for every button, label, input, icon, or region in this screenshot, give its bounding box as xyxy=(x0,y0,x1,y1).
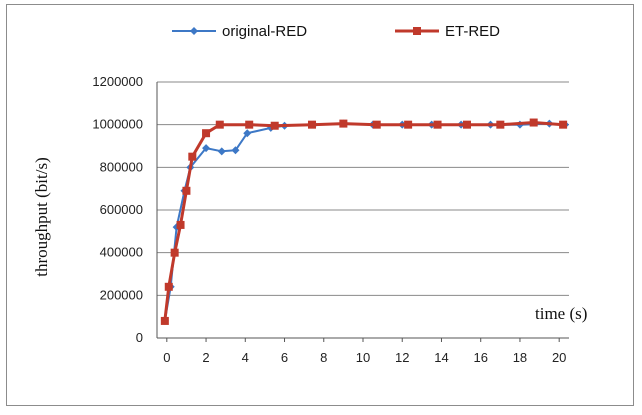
x-tick-label: 18 xyxy=(513,350,527,365)
data-point xyxy=(217,147,226,156)
y-tick-label: 400000 xyxy=(100,245,143,260)
data-point xyxy=(202,129,211,138)
data-point xyxy=(404,120,413,129)
x-tick-label: 4 xyxy=(242,350,249,365)
legend-swatch-marker xyxy=(413,27,421,35)
x-tick-label: 10 xyxy=(356,350,370,365)
chart-frame: 0 200000 400000 600000 800000 1000000 1200000 0… xyxy=(6,4,634,406)
grid-layer xyxy=(157,81,569,296)
data-point xyxy=(462,120,471,129)
y-tick-label: 1000000 xyxy=(92,117,143,132)
series-line xyxy=(163,122,566,322)
legend-item-1: original-RED xyxy=(172,23,307,40)
legend-item-2: ET-RED xyxy=(395,23,500,40)
y-tick-label: 600000 xyxy=(100,202,143,217)
legend-label: original-RED xyxy=(222,23,307,40)
series-1 xyxy=(160,119,570,325)
data-point xyxy=(339,119,348,128)
data-point xyxy=(372,120,381,129)
data-point xyxy=(231,146,240,155)
x-tick-label: 20 xyxy=(552,350,566,365)
x-tick-label: 12 xyxy=(395,350,409,365)
axis-layer xyxy=(156,82,569,342)
x-tick-label: 6 xyxy=(281,350,288,365)
x-tick-label: 8 xyxy=(320,350,327,365)
y-tick-label: 1200000 xyxy=(92,74,143,89)
series-2 xyxy=(160,118,568,325)
x-tick-label: 16 xyxy=(473,350,487,365)
data-point xyxy=(433,120,442,129)
series-layer xyxy=(160,118,570,325)
x-axis-title: time (s) xyxy=(535,304,587,323)
throughput-line-chart: 0 200000 400000 600000 800000 1000000 1200000 0… xyxy=(32,23,587,365)
y-tick-label: 0 xyxy=(136,330,143,345)
legend-label: ET-RED xyxy=(445,23,500,40)
data-point xyxy=(215,120,224,129)
data-point xyxy=(243,129,252,138)
tick-layer: 0 200000 400000 600000 800000 1000000 1200000 0… xyxy=(92,74,566,365)
x-tick-label: 2 xyxy=(202,350,209,365)
data-point xyxy=(176,220,185,229)
data-point xyxy=(307,120,316,129)
y-tick-label: 800000 xyxy=(100,159,143,174)
legend-swatch-marker xyxy=(190,27,198,35)
data-point xyxy=(202,144,211,153)
data-point xyxy=(170,248,179,257)
data-point xyxy=(164,282,173,291)
data-point xyxy=(188,152,197,161)
data-point xyxy=(160,316,169,325)
data-point xyxy=(529,118,538,127)
data-point xyxy=(182,186,191,195)
x-tick-label: 0 xyxy=(163,350,170,365)
data-point xyxy=(559,120,568,129)
data-point xyxy=(245,120,254,129)
x-tick-label: 14 xyxy=(434,350,448,365)
y-axis-title: throughput (bit/s) xyxy=(32,157,51,276)
data-point xyxy=(270,121,279,130)
legend: original-RED ET-RED xyxy=(172,23,500,40)
data-point xyxy=(496,120,505,129)
y-tick-label: 200000 xyxy=(100,287,143,302)
